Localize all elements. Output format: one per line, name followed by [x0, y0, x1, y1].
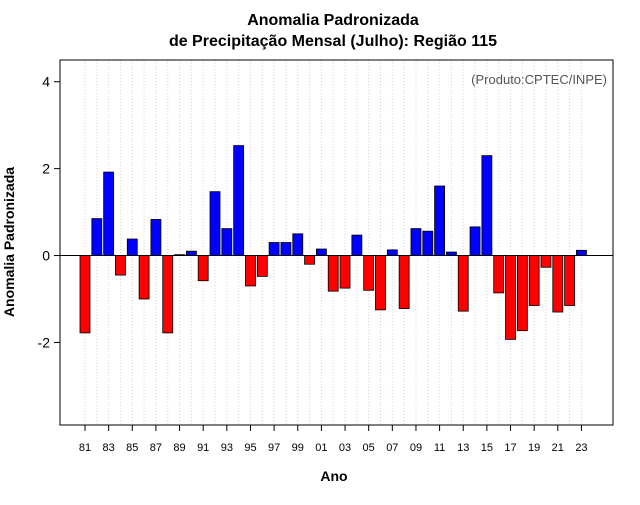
xtick-label-97: 97	[268, 442, 280, 454]
bar-12	[446, 251, 457, 256]
bar-20	[540, 255, 552, 268]
bar-19	[528, 255, 540, 306]
xtick-label-05: 05	[363, 442, 375, 454]
xtick-label-89: 89	[173, 442, 185, 454]
y-axis: -2 0 2 4	[38, 74, 60, 350]
chart-subtitle: de Precipitação Mensal (Julho): Região 1…	[169, 33, 497, 50]
ytick-label-4: 4	[42, 74, 50, 90]
xtick-label-91: 91	[197, 442, 209, 454]
ytick-label-0: 0	[42, 248, 50, 264]
bar-07	[386, 249, 398, 256]
bar-82	[91, 218, 103, 256]
plot-frame	[59, 59, 614, 426]
xtick-label-99: 99	[292, 442, 304, 454]
bar-09	[410, 228, 422, 256]
bar-01	[315, 248, 327, 256]
bar-98	[280, 242, 292, 256]
plot-annotation: (Produto:CPTEC/INPE)	[471, 72, 607, 87]
xtick-label-83: 83	[103, 442, 115, 454]
ytick-label-2: 2	[42, 161, 50, 177]
xtick-label-85: 85	[126, 442, 138, 454]
bar-22	[564, 255, 576, 306]
xtick-label-09: 09	[410, 442, 422, 454]
ytick-label--2: -2	[38, 334, 51, 350]
bar-86	[138, 255, 150, 300]
xtick-label-95: 95	[244, 442, 256, 454]
bar-91	[197, 255, 209, 282]
bar-10	[422, 230, 434, 256]
bar-17	[505, 255, 516, 340]
xtick-label-13: 13	[457, 442, 469, 454]
bar-05	[363, 255, 375, 291]
xtick-label-19: 19	[528, 442, 540, 454]
xtick-label-07: 07	[386, 442, 398, 454]
xtick-label-21: 21	[552, 442, 564, 454]
bar-81	[79, 255, 91, 334]
bar-95	[245, 255, 256, 287]
xtick-label-23: 23	[575, 442, 587, 454]
bar-92	[209, 191, 221, 256]
bar-04	[351, 234, 363, 256]
bar-00	[304, 255, 315, 265]
xtick-label-87: 87	[150, 442, 162, 454]
xtick-label-93: 93	[221, 442, 233, 454]
bar-03	[339, 255, 351, 289]
bar-08	[398, 255, 410, 309]
bar-94	[233, 145, 245, 256]
bar-06	[375, 255, 386, 311]
bar-88	[162, 255, 174, 334]
bar-99	[292, 233, 304, 256]
grid-layer	[84, 60, 582, 425]
xtick-label-11: 11	[434, 442, 445, 454]
bar-21	[552, 255, 564, 313]
bar-16	[493, 255, 505, 294]
xtick-label-17: 17	[504, 442, 516, 454]
bar-83	[103, 171, 115, 256]
xtick-label-01: 01	[315, 442, 327, 454]
bar-84	[115, 255, 126, 276]
x-axis: 81 83 85 87 89 91 93 95 97 99 01 03 05 07 09 11 13 15 17 19…	[79, 425, 588, 454]
bar-23	[576, 249, 587, 256]
chart-title: Anomalia Padronizada	[247, 12, 419, 29]
bar-85	[126, 238, 138, 256]
bar-96	[256, 255, 268, 277]
bar-93	[221, 228, 233, 256]
bar-14	[469, 226, 481, 256]
bar-97	[268, 242, 280, 256]
xtick-label-15: 15	[481, 442, 493, 454]
bar-layer	[79, 145, 587, 340]
xtick-label-03: 03	[339, 442, 351, 454]
bar-15	[481, 155, 493, 256]
x-axis-label: Ano	[320, 468, 347, 484]
bar-87	[150, 219, 162, 256]
bar-02	[327, 255, 339, 292]
xtick-label-81: 81	[79, 442, 91, 454]
bar-13	[457, 255, 469, 312]
bar-90	[185, 250, 197, 256]
y-axis-label: Anomalia Padronizada	[1, 167, 17, 317]
bar-11	[434, 185, 446, 256]
bar-18	[516, 255, 528, 332]
